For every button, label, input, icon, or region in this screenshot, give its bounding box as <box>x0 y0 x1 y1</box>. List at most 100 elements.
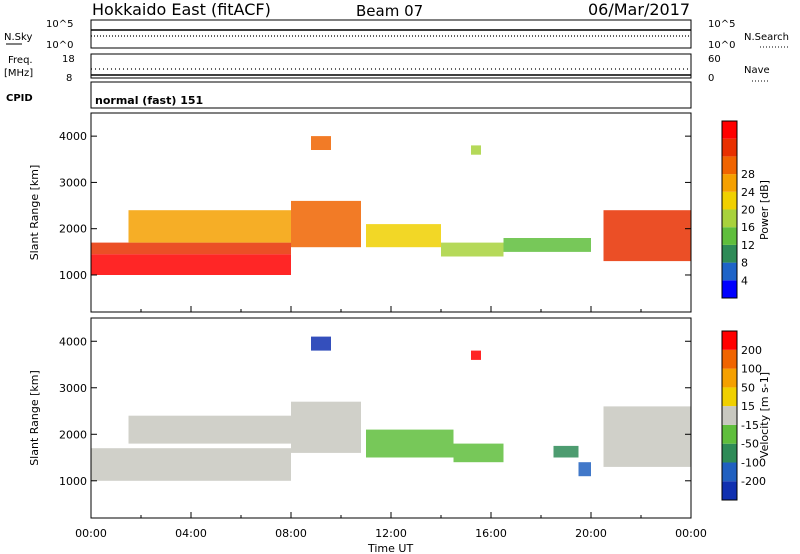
power-panel: 1000 2000 3000 4000 Slant Range [km] <box>28 112 692 313</box>
freq-left-tick-top: 18 <box>62 54 75 65</box>
power-cbar-swatch-3 <box>722 227 737 245</box>
x-tick-label-6: 00:00 <box>675 527 707 540</box>
power-cbar-tick-5: 24 <box>741 186 755 199</box>
velocity-cbar-swatch-2 <box>722 443 737 463</box>
velocity-cbar-swatch-7 <box>722 349 737 369</box>
noise-right-tick-bottom: 10^0 <box>708 40 735 51</box>
velocity-cbar-swatch-0 <box>722 481 737 500</box>
velocity-band-9 <box>471 350 481 360</box>
power-band-1 <box>91 242 291 255</box>
velocity-cbar-swatch-3 <box>722 424 737 444</box>
velocity-cbar-tick-4: -15 <box>741 419 759 432</box>
velocity-band-8 <box>311 336 331 351</box>
velocity-cbar-swatch-1 <box>722 462 737 482</box>
power-band-2 <box>128 210 291 243</box>
noise-left-tick-bottom: 10^0 <box>46 40 73 51</box>
x-tick-label-5: 20:00 <box>575 527 607 540</box>
velocity-cbar-swatch-8 <box>722 331 737 350</box>
velocity-ytick-label-3: 4000 <box>59 335 87 348</box>
freq-left-tick-bottom: 8 <box>66 73 72 84</box>
power-ytick-label-2: 3000 <box>59 176 87 189</box>
power-ytick-label-1: 2000 <box>59 223 87 236</box>
power-cbar-tick-2: 12 <box>741 239 755 252</box>
velocity-cbar-frame <box>721 330 738 501</box>
power-band-5 <box>441 242 504 257</box>
noise-right-label: N.Search <box>744 32 789 43</box>
velocity-cbar-label: Velocity [m s-1] <box>758 372 771 458</box>
velocity-colorbar: 200 100 50 15 -15 -50 -100 -200 Velocity [m s-1] <box>721 330 771 501</box>
time-axis: 00:00 04:00 08:00 12:00 16:00 20:00 00:00 <box>75 527 707 540</box>
x-tick-label-1: 04:00 <box>175 527 207 540</box>
noise-left-tick-top: 10^5 <box>46 19 73 30</box>
freq-right-tick-top: 60 <box>708 54 721 65</box>
power-band-9 <box>471 145 481 155</box>
power-band-7 <box>603 210 691 262</box>
velocity-band-7 <box>603 406 691 467</box>
power-band-8 <box>311 136 331 150</box>
freq-right-tick-bottom: 0 <box>708 73 714 84</box>
velocity-cbar-tick-1: 100 <box>741 363 762 376</box>
power-cbar-swatch-6 <box>722 174 737 192</box>
cpid-value: normal (fast) 151 <box>95 94 203 107</box>
power-band-0 <box>91 254 291 275</box>
velocity-band-0 <box>91 448 291 481</box>
power-cbar-tick-1: 8 <box>741 257 748 270</box>
power-cbar-swatch-7 <box>722 156 737 175</box>
velocity-band-1 <box>128 415 291 444</box>
power-ytick-label-3: 4000 <box>59 130 87 143</box>
freq-left-unit: [MHz] <box>4 68 33 79</box>
velocity-cbar-tick-0: 200 <box>741 344 762 357</box>
power-cbar-tick-3: 16 <box>741 221 755 234</box>
power-cbar-swatch-9 <box>722 121 737 139</box>
power-ytick-label-0: 1000 <box>59 269 87 282</box>
velocity-cbar-tick-6: -100 <box>741 456 766 469</box>
velocity-band-2 <box>291 401 361 453</box>
plot-title: Hokkaido East (fitACF) <box>92 0 271 19</box>
cpid-label: CPID <box>6 93 33 104</box>
date-label: 06/Mar/2017 <box>588 0 690 19</box>
beam-label: Beam 07 <box>356 2 423 20</box>
noise-right-tick-top: 10^5 <box>708 19 735 30</box>
velocity-cbar-tick-3: 15 <box>741 400 755 413</box>
velocity-panel: 1000 2000 3000 4000 Slant Range [km] <box>28 317 692 519</box>
noise-panel-frame <box>90 19 692 49</box>
power-cbar-tick-4: 20 <box>741 204 755 217</box>
velocity-cbar-tick-2: 50 <box>741 381 755 394</box>
power-band-3 <box>291 200 361 248</box>
velocity-cbar-swatch-5 <box>722 387 737 407</box>
velocity-ytick-label-1: 2000 <box>59 428 87 441</box>
velocity-ytick-label-2: 3000 <box>59 382 87 395</box>
x-tick-label-2: 08:00 <box>275 527 307 540</box>
velocity-ylabel: Slant Range [km] <box>28 370 41 466</box>
velocity-ytick-label-0: 1000 <box>59 475 87 488</box>
velocity-band-4 <box>453 443 504 463</box>
power-cbar-swatch-1 <box>722 262 737 281</box>
velocity-cbar-tick-7: -200 <box>741 475 766 488</box>
cpid-panel-frame <box>90 81 692 109</box>
velocity-cbar-tick-5: -50 <box>741 438 759 451</box>
noise-left-label: N.Sky <box>4 32 32 43</box>
x-tick-label-0: 00:00 <box>75 527 107 540</box>
x-tick-label-4: 16:00 <box>475 527 507 540</box>
power-cbar-frame <box>721 120 738 299</box>
velocity-band-3 <box>366 429 454 458</box>
velocity-cbar-swatch-4 <box>722 406 737 425</box>
power-band-6 <box>503 238 591 252</box>
power-cbar-label: Power [dB] <box>758 180 771 240</box>
power-cbar-swatch-4 <box>722 209 737 228</box>
freq-panel-frame <box>90 53 692 79</box>
x-tick-label-3: 12:00 <box>375 527 407 540</box>
power-ylabel: Slant Range [km] <box>28 165 41 261</box>
velocity-band-6 <box>578 462 591 477</box>
power-cbar-swatch-2 <box>722 244 737 263</box>
power-cbar-swatch-5 <box>722 191 737 210</box>
freq-right-label: Nave <box>744 65 770 76</box>
power-cbar-swatch-8 <box>722 138 737 157</box>
freq-left-label: Freq. <box>8 55 33 66</box>
power-cbar-tick-6: 28 <box>741 168 755 181</box>
x-axis-label: Time UT <box>367 542 413 554</box>
velocity-cbar-swatch-6 <box>722 368 737 388</box>
power-cbar-swatch-0 <box>722 280 737 298</box>
